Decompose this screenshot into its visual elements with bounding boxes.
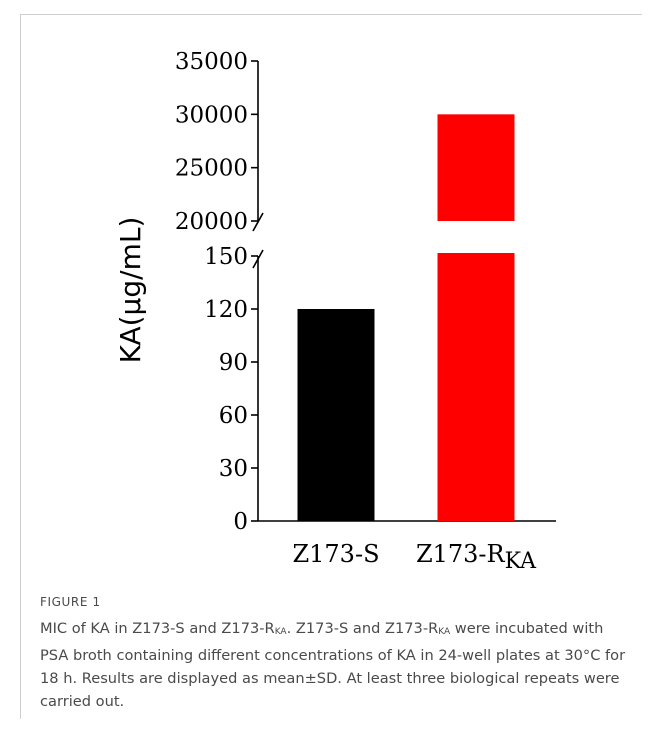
y-tick-label: 150	[204, 244, 248, 270]
y-tick-label: 20000	[175, 209, 248, 235]
bar-z173-r-lower	[437, 253, 515, 521]
y-tick-label: 25000	[175, 156, 248, 182]
bar-chart: 0 30 60 90 120 150 20000 25000 30000 35000 KA(µg/m…	[114, 49, 556, 574]
frame-top-border	[20, 14, 642, 15]
caption-subscript: KA	[438, 627, 451, 637]
y-tick-label: 60	[219, 403, 248, 429]
caption-segment: MIC of KA in Z173-S and Z173-R	[40, 620, 275, 637]
x-tick-label-base: Z173-S	[292, 540, 379, 568]
x-tick-label: Z173-S	[292, 540, 379, 568]
y-tick-label: 90	[219, 350, 248, 376]
x-tick-label: Z173-RKA	[416, 540, 537, 574]
figure-label: FIGURE 1	[40, 595, 101, 609]
axis-break-mark	[252, 212, 264, 232]
y-tick-label: 120	[204, 297, 248, 323]
axis-break-mark	[252, 249, 264, 269]
figure-caption: FIGURE 1 MIC of KA in Z173-S and Z173-RK…	[40, 595, 630, 713]
bar-z173-r-upper	[437, 114, 515, 221]
x-tick-label-subscript: KA	[505, 549, 538, 574]
caption-text: MIC of KA in Z173-S and Z173-RKA. Z173-S…	[40, 617, 630, 713]
caption-subscript: KA	[274, 627, 287, 637]
y-axis-label: KA(µg/mL)	[114, 217, 147, 364]
x-tick-label-base: Z173-R	[416, 540, 506, 568]
y-tick-label: 0	[233, 509, 248, 535]
y-tick-label: 30000	[175, 102, 248, 128]
bar-z173-s	[297, 309, 375, 521]
caption-segment: were incubated with PSA broth containing…	[40, 620, 626, 710]
y-tick-label: 35000	[175, 49, 248, 75]
frame-left-border	[20, 14, 21, 719]
y-tick-label: 30	[219, 456, 248, 482]
caption-segment: . Z173-S and Z173-R	[286, 620, 439, 637]
